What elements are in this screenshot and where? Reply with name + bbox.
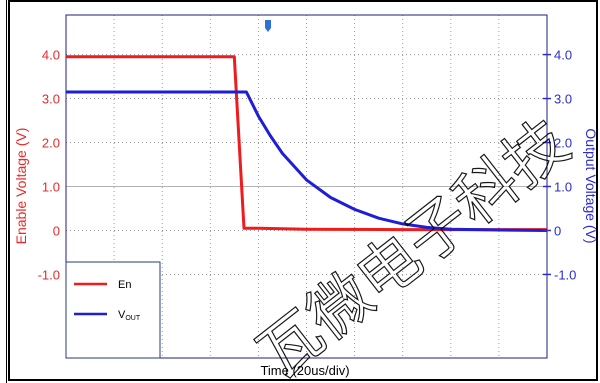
left-tick-label: -1.0 xyxy=(38,267,60,282)
series-line-en xyxy=(66,55,547,232)
legend-label-vout-main: V xyxy=(118,309,126,321)
right-tick-label: -1.0 xyxy=(554,267,576,282)
series-line-vout xyxy=(66,90,548,232)
right-tick-label: 0 xyxy=(554,223,561,238)
left-tick-label: 2.0 xyxy=(42,136,60,151)
left-tick-label: 0 xyxy=(53,223,60,238)
right-tick-label: 3.0 xyxy=(554,92,572,107)
legend: En VOUT xyxy=(65,261,161,359)
right-tick-label: 2.0 xyxy=(554,136,572,151)
left-tick-label: 4.0 xyxy=(42,48,60,63)
trigger-marker xyxy=(265,20,271,32)
left-tick-label: 1.0 xyxy=(42,180,60,195)
watermark-text: 瓦微电子科技 xyxy=(244,105,582,383)
legend-label-en: En xyxy=(118,279,131,291)
y-axis-label-left: Enable Voltage (V) xyxy=(13,128,29,245)
x-axis-label: Time (20us/div) xyxy=(260,363,349,378)
trigger-marker-icon xyxy=(265,20,271,32)
y-axis-label-right: Output Voltage (V) xyxy=(583,128,599,243)
watermark: 瓦微电子科技 xyxy=(244,105,583,383)
left-edge-strip xyxy=(0,0,8,383)
legend-label-vout: VOUT xyxy=(118,309,141,322)
right-axis-ticks: 4.0 3.0 2.0 1.0 0 -1.0 xyxy=(543,48,576,282)
legend-label-vout-subscript: OUT xyxy=(125,315,141,322)
legend-box xyxy=(65,261,161,359)
left-tick-label: 3.0 xyxy=(42,92,60,107)
left-axis-ticks: 4.0 3.0 2.0 1.0 0 -1.0 xyxy=(38,48,60,283)
right-tick-label: 4.0 xyxy=(554,48,572,63)
series-layer xyxy=(66,55,548,232)
right-tick-label: 1.0 xyxy=(554,180,572,195)
